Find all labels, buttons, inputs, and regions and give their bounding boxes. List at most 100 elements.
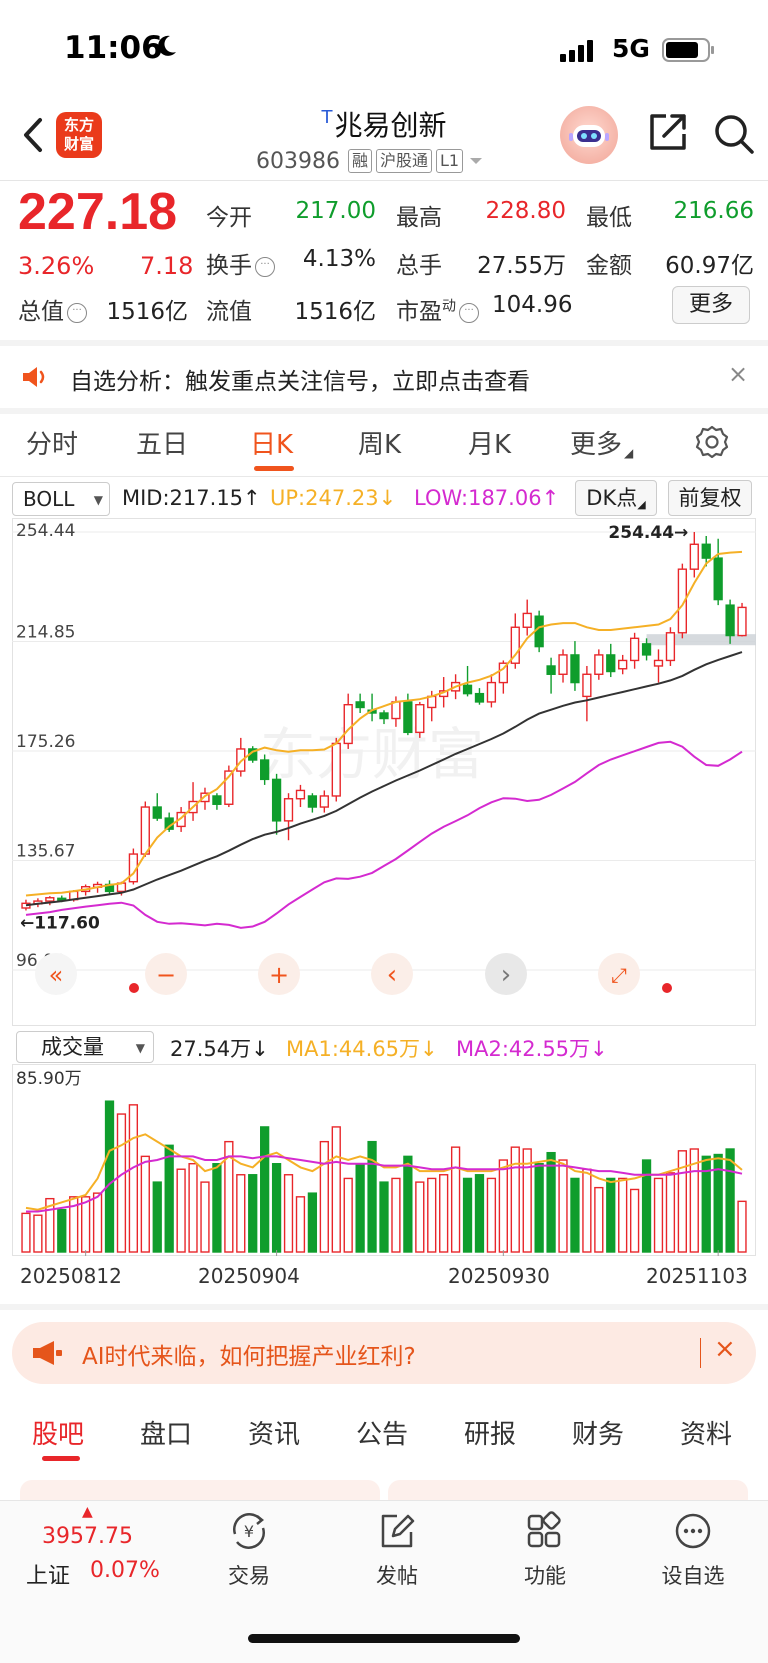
candle-body xyxy=(271,778,282,822)
watermark: 东方财富 xyxy=(260,723,484,788)
candle-body xyxy=(212,795,222,805)
indicator-select[interactable]: BOLL ▼ xyxy=(12,482,110,516)
active-tab-indicator xyxy=(42,1456,80,1461)
date-tick: 20251103 xyxy=(646,1264,748,1288)
candle-body xyxy=(260,759,270,781)
dk-point-button[interactable]: DK点◢ xyxy=(575,480,657,516)
volume-bar xyxy=(701,1155,711,1253)
fullscreen-button[interactable]: ⤢ xyxy=(598,953,640,995)
tab-order-book[interactable]: 盘口 xyxy=(140,1420,193,1450)
candle-body xyxy=(737,606,747,637)
volume-bar xyxy=(331,1126,341,1253)
volume-select[interactable]: 成交量 ▼ xyxy=(16,1031,154,1063)
tab-daily-k[interactable]: 日K xyxy=(250,430,294,460)
candle-body xyxy=(713,557,723,601)
back-icon[interactable] xyxy=(14,112,54,158)
chart-controls: « − + ‹ › ⤢ xyxy=(35,953,672,995)
y-tick-label: 135.67 xyxy=(16,842,75,862)
prev-button[interactable]: ‹ xyxy=(371,953,413,995)
tab-finance[interactable]: 财务 xyxy=(572,1420,625,1450)
tab-research[interactable]: 研报 xyxy=(464,1420,517,1450)
trade-button[interactable]: ¥ 交易 xyxy=(204,1510,294,1590)
volume-bar xyxy=(415,1181,425,1253)
tab-more[interactable]: 更多 ◢ xyxy=(570,424,633,461)
high-label: 最高 xyxy=(396,205,442,231)
volume-bar xyxy=(295,1196,306,1253)
dropdown-caret-icon: ▼ xyxy=(135,1041,145,1055)
candle-body xyxy=(236,748,246,772)
mktcap-value: 1516亿 xyxy=(106,299,188,325)
megaphone-icon xyxy=(33,1341,62,1365)
y-tick-label: 214.85 xyxy=(16,623,75,643)
post-button[interactable]: 发帖 xyxy=(352,1510,442,1590)
index-name[interactable]: 上证 xyxy=(26,1564,71,1589)
active-tab-indicator xyxy=(254,466,294,471)
volume-current: 27.54万↓ xyxy=(170,1037,269,1061)
candle-body xyxy=(295,789,306,800)
tab-monthly-k[interactable]: 月K xyxy=(468,430,512,460)
index-change[interactable]: 0.07% xyxy=(90,1558,160,1583)
rewind-button[interactable]: « xyxy=(35,953,77,995)
stock-code-row[interactable]: 603986 融 沪股通 L1 xyxy=(256,146,485,176)
candle-body xyxy=(379,712,389,720)
volume-bar xyxy=(236,1174,246,1253)
candle-body xyxy=(283,798,294,822)
tab-intraday[interactable]: 分时 xyxy=(26,430,79,460)
index-value[interactable]: 3957.75 xyxy=(42,1524,133,1549)
candle-body xyxy=(641,643,652,656)
expand-icon: ⤢ xyxy=(611,963,627,987)
tab-profile[interactable]: 资料 xyxy=(680,1420,733,1450)
zoom-out-button[interactable]: − xyxy=(145,953,187,995)
volume-bar xyxy=(653,1177,664,1253)
divider xyxy=(0,1304,768,1310)
network-label: 5G xyxy=(612,34,650,63)
tab-news[interactable]: 资讯 xyxy=(248,1420,301,1450)
search-icon[interactable] xyxy=(712,112,756,156)
tab-five-day[interactable]: 五日 xyxy=(136,430,189,460)
candle-body xyxy=(224,770,234,805)
info-icon[interactable]: ··· xyxy=(67,303,87,323)
indicator-name: BOLL xyxy=(23,487,75,511)
chevron-down-icon xyxy=(470,158,483,164)
candle-body xyxy=(701,543,711,559)
function-icon xyxy=(527,1511,561,1548)
adjust-button[interactable]: 前复权 xyxy=(668,480,752,516)
volume-bar xyxy=(45,1197,55,1253)
promo-separator xyxy=(700,1338,701,1368)
info-icon[interactable]: ··· xyxy=(459,303,479,323)
info-icon[interactable]: ··· xyxy=(255,257,275,277)
next-button[interactable]: › xyxy=(485,953,527,995)
tab-guba[interactable]: 股吧 xyxy=(32,1420,85,1450)
function-label: 功能 xyxy=(524,1564,566,1588)
support-band xyxy=(646,634,756,646)
close-icon[interactable]: × xyxy=(714,1334,736,1364)
volume-chart[interactable]: 85.90万 xyxy=(12,1064,756,1256)
corner-caret-icon: ◢ xyxy=(624,446,634,460)
zoom-in-button[interactable]: + xyxy=(258,953,300,995)
stock-code: 603986 xyxy=(256,148,340,174)
promo-banner[interactable] xyxy=(12,1322,756,1384)
close-icon[interactable]: × xyxy=(728,360,749,388)
more-button[interactable]: 更多 xyxy=(672,286,750,324)
pe-value: 104.96 xyxy=(492,292,573,318)
connect-tag: 沪股通 xyxy=(376,149,433,173)
favorite-button[interactable]: 设自选 xyxy=(648,1510,738,1590)
candle-body xyxy=(486,681,497,703)
event-dot xyxy=(129,983,139,993)
divider xyxy=(0,180,768,181)
favorite-label: 设自选 xyxy=(661,1564,725,1588)
tab-weekly-k[interactable]: 周K xyxy=(358,430,402,460)
volume-bar xyxy=(594,1186,604,1253)
assistant-avatar[interactable] xyxy=(560,106,618,164)
candle-body xyxy=(343,703,353,745)
share-icon[interactable] xyxy=(646,110,690,154)
volume-bar xyxy=(629,1188,640,1253)
candle-body xyxy=(653,659,664,667)
gear-icon[interactable] xyxy=(694,424,730,460)
candle-body xyxy=(510,626,520,664)
tab-announcements[interactable]: 公告 xyxy=(356,1420,409,1450)
candle-body xyxy=(307,795,318,808)
function-button[interactable]: 功能 xyxy=(500,1510,590,1590)
max-price-label: 254.44→ xyxy=(608,523,688,543)
